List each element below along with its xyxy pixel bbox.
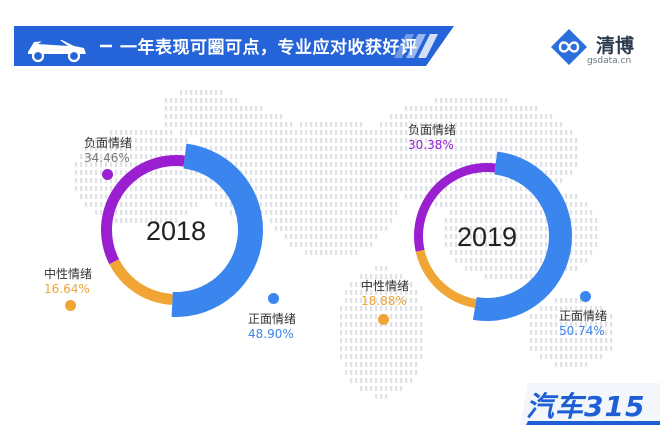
slice-positive-2018 [171,143,263,317]
car-icon [28,40,86,63]
logo-name: 清博 [596,35,635,57]
slice-negative-2019 [414,162,496,252]
slice-neutral-2019 [415,249,477,308]
slice-neutral-2018 [109,259,173,305]
legend-dot-negative-2018 [102,169,113,180]
label-neutral-2019: 中性情绪 18.88% [361,279,410,308]
legend-dot-neutral-2018 [65,300,76,311]
slice-positive-2019 [472,151,573,322]
header-title: 一年表现可圈可点，专业应对收获好评 [120,38,418,58]
legend-dot-positive-2018 [268,293,279,304]
legend-dot-neutral-2019 [378,314,389,325]
label-neutral-2018: 中性情绪 16.64% [44,267,93,296]
header-banner [14,26,454,66]
chart-title-2018: 2018 [146,216,206,246]
label-positive-2019: 正面情绪 50.74% [559,309,608,338]
infinity-logo-icon [551,29,587,65]
auto315-badge-text: 汽车315 [526,390,646,423]
label-negative-2018: 负面情绪 34.46% [84,136,133,165]
label-negative-2019: 负面情绪 30.38% [408,123,457,152]
slice-negative-2018 [101,155,185,265]
logo [551,29,587,65]
legend-dot-positive-2019 [580,291,591,302]
logo-url: gsdata.cn [587,56,632,66]
label-positive-2018: 正面情绪 48.90% [248,312,297,341]
auto315-badge [520,383,660,425]
chart-title-2019: 2019 [457,222,517,252]
